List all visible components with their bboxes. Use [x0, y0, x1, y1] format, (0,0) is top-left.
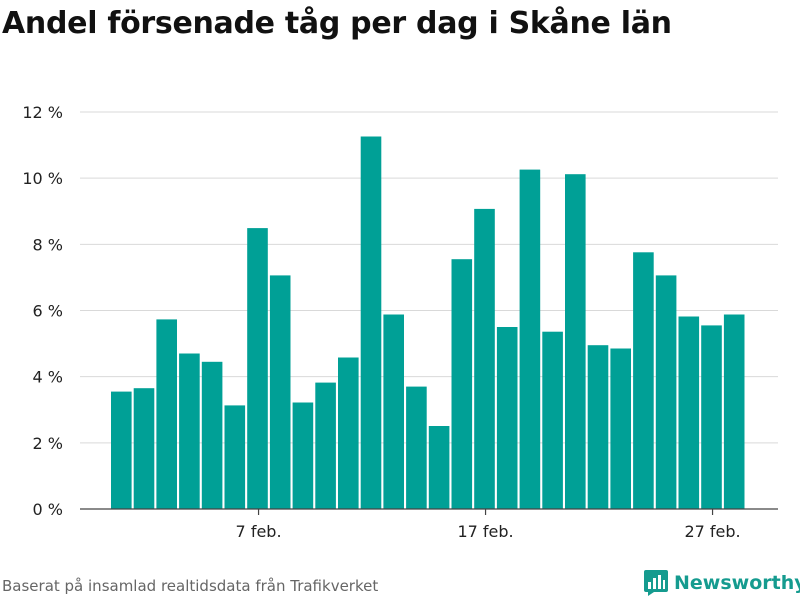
bar	[633, 252, 654, 510]
bars	[111, 136, 745, 510]
bar	[428, 426, 450, 509]
x-tick-label: 27 feb.	[684, 522, 740, 541]
y-tick-label: 4 %	[33, 368, 63, 387]
bar	[451, 259, 473, 509]
y-tick-label: 6 %	[33, 302, 63, 321]
bar	[292, 402, 314, 509]
x-tick-labels: 7 feb. 17 feb. 27 feb.	[236, 522, 741, 541]
x-tick-label: 17 feb.	[457, 522, 513, 541]
bar	[201, 361, 223, 509]
bar	[247, 228, 268, 509]
bar	[360, 136, 382, 509]
chart-title: Andel försenade tåg per dag i Skåne län	[2, 6, 672, 41]
bar	[701, 325, 722, 509]
x-tick-label: 7 feb.	[236, 522, 282, 541]
bar	[723, 314, 745, 509]
brand-name: Newsworthy	[674, 572, 800, 594]
bar	[111, 391, 132, 509]
y-tick-label: 8 %	[33, 235, 63, 254]
x-tick-marks	[257, 509, 714, 515]
bar	[542, 331, 563, 509]
bar	[156, 319, 177, 509]
bar	[610, 348, 631, 509]
brand-logo: Newsworthy	[644, 570, 800, 596]
bar	[383, 314, 404, 509]
bar-chart-logo-icon	[644, 570, 668, 596]
bar	[315, 382, 336, 509]
bar	[179, 353, 200, 509]
bar	[565, 174, 586, 509]
bar	[269, 275, 291, 509]
bar	[338, 357, 359, 509]
bar	[133, 388, 155, 509]
bar	[587, 345, 609, 509]
y-tick-label: 12 %	[22, 103, 63, 122]
bar	[406, 386, 427, 509]
bar	[474, 208, 495, 509]
y-tick-label: 10 %	[22, 169, 63, 188]
y-tick-label: 0 %	[33, 500, 63, 519]
bar	[678, 316, 700, 509]
bar	[496, 327, 518, 509]
y-tick-labels: 0 % 2 % 4 % 6 % 8 % 10 % 12 %	[22, 103, 63, 519]
bar	[655, 275, 677, 509]
source-note: Baserat på insamlad realtidsdata från Tr…	[2, 577, 379, 595]
bar	[519, 169, 541, 509]
bar	[224, 405, 246, 509]
y-tick-label: 2 %	[33, 434, 63, 453]
